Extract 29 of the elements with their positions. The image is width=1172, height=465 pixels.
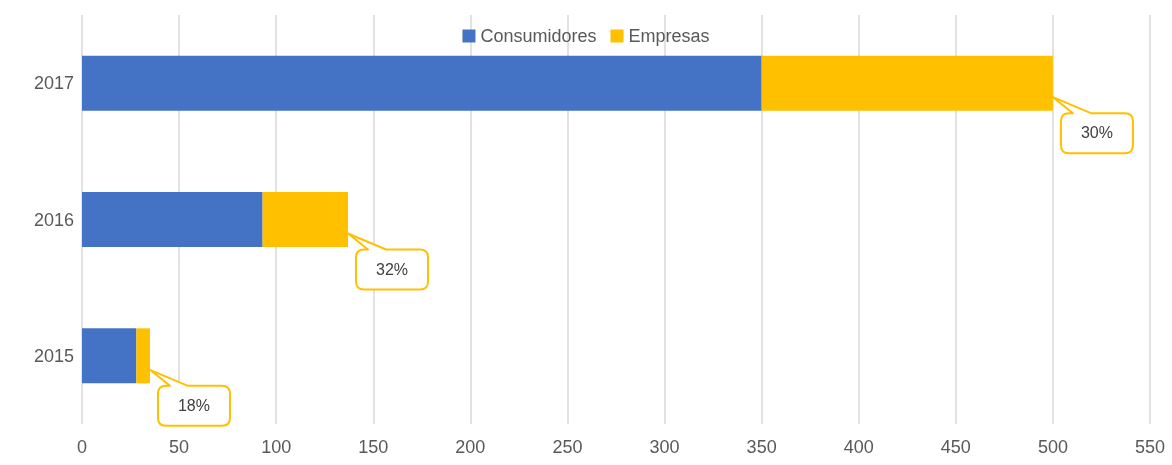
x-tick-label: 0 [76,437,88,457]
y-tick-label: 2017 [33,73,74,94]
speech-callout: 30% [1051,96,1134,155]
x-tick-label: 300 [649,437,680,457]
bar [761,55,1053,111]
bar [82,328,137,384]
x-tick-label: 350 [746,437,777,457]
x-tick-label: 50 [169,437,190,457]
y-tick-label: 2015 [33,345,74,366]
x-tick-label: 400 [843,437,874,457]
bar [136,328,150,384]
speech-callout: 32% [347,232,430,291]
x-tick-label: 100 [261,437,292,457]
x-tick-label: 500 [1037,437,1068,457]
annotation: 30% [1080,124,1113,142]
annotation: 18% [177,396,210,414]
x-tick-label: 200 [455,437,486,457]
bar [82,55,762,111]
legend-label: Consumidores [480,26,597,46]
legend-label: Empresas [628,26,710,46]
speech-callout: 18% [148,368,231,427]
bar [82,192,263,247]
x-tick-label: 550 [1134,437,1166,457]
bar [262,192,349,247]
y-tick-label: 2016 [33,209,74,230]
x-tick-label: 250 [552,437,583,457]
x-tick-label: 450 [940,437,971,457]
x-tick-label: 150 [358,437,389,457]
annotation: 32% [376,260,409,278]
